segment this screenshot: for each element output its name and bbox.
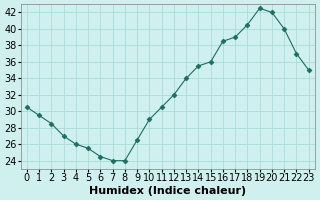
- X-axis label: Humidex (Indice chaleur): Humidex (Indice chaleur): [89, 186, 246, 196]
